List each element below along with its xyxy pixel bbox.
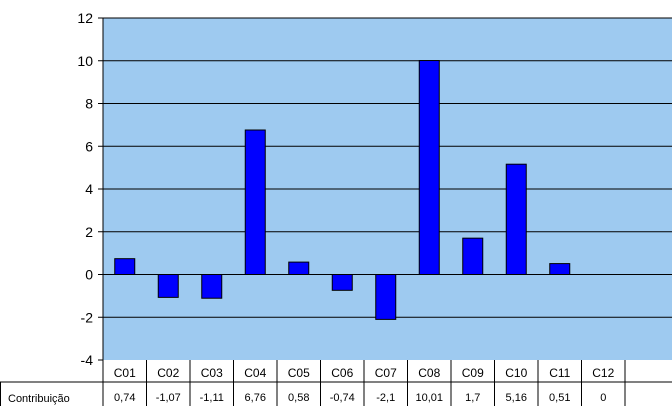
y-tick-label: 4 bbox=[85, 181, 93, 197]
table-value-label: -2,1 bbox=[376, 392, 395, 404]
y-tick-label: 6 bbox=[85, 138, 93, 154]
category-label: C02 bbox=[157, 366, 179, 380]
y-axis: -4 -2 0 2 4 6 8 10 12 bbox=[77, 10, 104, 368]
y-tick-label: 0 bbox=[85, 267, 93, 283]
category-label: C08 bbox=[418, 366, 440, 380]
category-label: C09 bbox=[462, 366, 484, 380]
bars bbox=[114, 60, 571, 320]
y-tick-label: -2 bbox=[81, 309, 94, 325]
table-value-label: 10,01 bbox=[415, 392, 443, 404]
category-label: C01 bbox=[114, 366, 136, 380]
category-label: C11 bbox=[549, 366, 570, 380]
table-value-label: 0 bbox=[600, 392, 606, 404]
table-value-label: 0,74 bbox=[114, 392, 135, 404]
bar-c09 bbox=[462, 237, 484, 276]
y-tick-label: 10 bbox=[77, 53, 93, 69]
table-value-label: 6,76 bbox=[245, 392, 266, 404]
bar-c01 bbox=[114, 258, 136, 275]
category-label: C06 bbox=[331, 366, 353, 380]
table-value-label: 5,16 bbox=[506, 392, 527, 404]
table-value-label: 1,7 bbox=[465, 392, 480, 404]
category-label: C12 bbox=[592, 366, 614, 380]
bar-c06 bbox=[331, 274, 353, 291]
table-value-label: 0,58 bbox=[288, 392, 309, 404]
bar-c03 bbox=[201, 274, 223, 299]
table-value-label: 0,51 bbox=[549, 392, 570, 404]
category-label: C07 bbox=[375, 366, 397, 380]
category-label: C05 bbox=[288, 366, 310, 380]
bar-c10 bbox=[505, 163, 527, 275]
y-tick-label: 12 bbox=[77, 10, 93, 26]
category-label: C03 bbox=[201, 366, 223, 380]
category-label: C10 bbox=[505, 366, 527, 380]
bar-c05 bbox=[288, 261, 310, 276]
table-value-label: -0,74 bbox=[330, 392, 355, 404]
bar-c02 bbox=[157, 274, 179, 298]
category-label: C04 bbox=[244, 366, 266, 380]
bar-c11 bbox=[549, 263, 571, 276]
y-tick-label: 2 bbox=[85, 224, 93, 240]
table-value-label: -1,07 bbox=[156, 392, 181, 404]
bar-c04 bbox=[244, 129, 266, 275]
data-table: Contribuição C01 C02 C03 C04 C05 C06 C07 C08 C09… bbox=[0, 360, 672, 406]
table-row-label: Contribuição bbox=[8, 393, 70, 405]
bar-c07 bbox=[375, 274, 397, 320]
table-value-label: -1,11 bbox=[200, 392, 224, 404]
bar-c08 bbox=[418, 60, 440, 275]
y-tick-label: -4 bbox=[81, 352, 94, 368]
y-tick-label: 8 bbox=[85, 96, 93, 112]
